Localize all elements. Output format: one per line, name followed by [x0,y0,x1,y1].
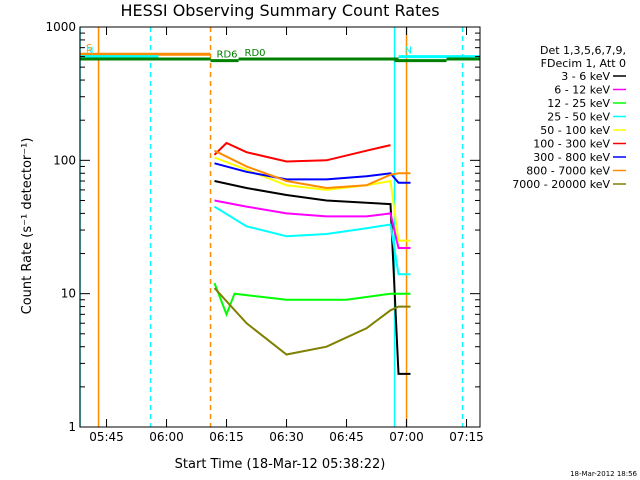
legend: Det 1,3,5,6,7,9,FDecim 1, Att 03 - 6 keV… [512,44,626,191]
annotation-label-4: RD6 [217,50,238,61]
legend-label-1: 6 - 12 keV [554,84,610,97]
chart-title: HESSI Observing Summary Count Rates [120,1,439,20]
footer-timestamp: 18-Mar-2012 18:56 [570,470,637,478]
y-tick-label-0: 1 [68,420,76,434]
y-tick-label-2: 100 [53,153,76,167]
y-tick-label-3: 1000 [45,20,76,34]
series-line-2 [213,282,411,318]
legend-header-0: Det 1,3,5,6,7,9, [540,44,626,57]
annotation-label-1: N [86,46,93,57]
x-tick-label-6: 07:15 [449,430,484,444]
legend-label-4: 50 - 100 keV [540,124,610,137]
series-line-6 [214,162,411,184]
series-line-7 [214,149,411,190]
plot-frame [79,26,481,428]
series-line-3 [213,205,411,276]
legend-label-6: 300 - 800 keV [533,151,610,164]
x-tick-label-2: 06:15 [209,430,244,444]
series-line-0 [214,180,411,375]
y-tick-label-1: 10 [61,287,76,301]
series-line-1 [214,199,411,249]
x-tick-label-0: 05:45 [89,430,124,444]
y-axis-label: Count Rate (s⁻¹ detector⁻¹) [20,138,35,315]
legend-label-3: 25 - 50 keV [547,111,610,124]
x-tick-label-4: 06:45 [329,430,364,444]
legend-label-8: 7000 - 20000 keV [512,178,610,191]
series-line-8 [213,287,411,356]
x-tick-label-5: 07:00 [389,430,424,444]
legend-label-5: 100 - 300 keV [533,138,610,151]
annotation-label-2: N [405,46,412,57]
legend-label-7: 800 - 7000 keV [526,165,610,178]
x-tick-label-3: 06:30 [269,430,304,444]
annotation-label-3: RD0 [245,48,266,59]
legend-label-2: 12 - 25 keV [547,97,610,110]
legend-header-1: FDecim 1, Att 0 [541,57,626,70]
chart-axes: 05:45 06:00 06:15 06:30 06:45 07:00 07:15 1 10 10… [45,20,483,444]
x-axis-label: Start Time (18-Mar-12 05:38:22) [175,457,386,472]
annotation-label-0: S [86,43,92,54]
legend-label-0: 3 - 6 keV [561,70,610,83]
series-line-5 [213,141,391,163]
x-tick-label-1: 06:00 [149,430,184,444]
